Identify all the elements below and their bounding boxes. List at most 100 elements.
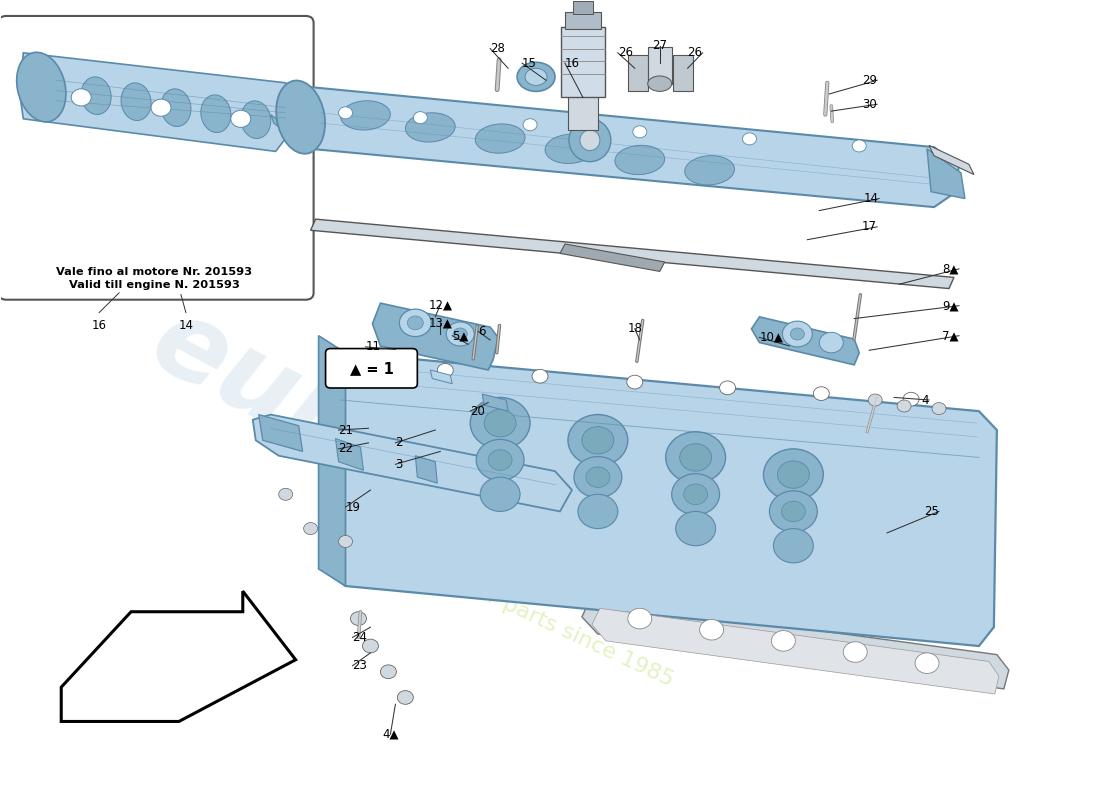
Circle shape <box>778 461 810 488</box>
Circle shape <box>488 450 513 470</box>
Text: 5▲: 5▲ <box>452 330 469 342</box>
Text: 11: 11 <box>365 340 381 354</box>
Circle shape <box>586 467 609 487</box>
Text: 27: 27 <box>652 39 668 53</box>
Polygon shape <box>482 394 508 411</box>
Circle shape <box>304 522 318 534</box>
Circle shape <box>582 426 614 454</box>
Text: 15: 15 <box>522 57 537 70</box>
Circle shape <box>773 529 813 563</box>
Text: 2: 2 <box>395 436 403 450</box>
Polygon shape <box>628 54 648 90</box>
Circle shape <box>680 444 712 471</box>
Ellipse shape <box>341 101 390 130</box>
Circle shape <box>470 398 530 449</box>
Circle shape <box>407 316 424 330</box>
Polygon shape <box>284 87 959 207</box>
Polygon shape <box>336 438 363 470</box>
Text: ▲ = 1: ▲ = 1 <box>350 361 394 376</box>
Ellipse shape <box>475 124 525 153</box>
Polygon shape <box>673 54 693 90</box>
Text: 3: 3 <box>395 458 403 470</box>
Circle shape <box>363 639 378 653</box>
Polygon shape <box>927 149 965 198</box>
Text: 24: 24 <box>352 631 367 644</box>
Polygon shape <box>20 53 296 151</box>
Polygon shape <box>560 244 664 271</box>
Circle shape <box>782 321 812 347</box>
Circle shape <box>453 328 468 340</box>
Polygon shape <box>373 303 498 370</box>
Polygon shape <box>416 456 438 483</box>
Circle shape <box>903 392 920 406</box>
Text: 23: 23 <box>352 659 367 672</box>
Circle shape <box>844 642 867 662</box>
Circle shape <box>684 484 707 505</box>
Text: 20: 20 <box>470 405 485 418</box>
Text: 21: 21 <box>339 423 353 437</box>
Text: 26: 26 <box>688 46 703 59</box>
Text: euroParts: euroParts <box>133 286 707 659</box>
Polygon shape <box>568 96 598 130</box>
Ellipse shape <box>81 77 111 114</box>
Circle shape <box>627 375 642 389</box>
Text: 13▲: 13▲ <box>428 316 452 330</box>
Circle shape <box>672 474 719 515</box>
Circle shape <box>278 488 293 500</box>
Circle shape <box>351 612 366 626</box>
Circle shape <box>574 457 622 498</box>
Text: 22: 22 <box>339 442 353 455</box>
Text: 4: 4 <box>922 394 930 406</box>
Text: 25: 25 <box>924 505 939 518</box>
Polygon shape <box>592 608 999 694</box>
Text: 16: 16 <box>565 57 580 70</box>
Circle shape <box>397 690 414 704</box>
Circle shape <box>231 110 251 127</box>
Circle shape <box>438 363 453 377</box>
Circle shape <box>447 322 474 346</box>
Ellipse shape <box>546 134 595 163</box>
Circle shape <box>771 630 795 651</box>
Ellipse shape <box>517 62 556 91</box>
Circle shape <box>399 309 431 337</box>
Polygon shape <box>258 414 303 451</box>
Ellipse shape <box>525 68 547 86</box>
Circle shape <box>414 112 427 124</box>
Text: 17: 17 <box>862 220 877 234</box>
Text: 6: 6 <box>478 325 486 338</box>
Polygon shape <box>319 353 997 646</box>
Text: 7▲: 7▲ <box>943 330 959 342</box>
Polygon shape <box>430 370 452 384</box>
Circle shape <box>852 140 866 152</box>
Circle shape <box>742 133 757 145</box>
Circle shape <box>675 511 716 546</box>
Circle shape <box>769 491 817 532</box>
Text: 19: 19 <box>345 501 361 514</box>
Polygon shape <box>573 2 593 14</box>
Text: 4▲: 4▲ <box>382 728 398 741</box>
Circle shape <box>476 439 524 481</box>
Text: 12▲: 12▲ <box>428 298 452 311</box>
Text: a passion for parts since 1985: a passion for parts since 1985 <box>363 530 676 690</box>
Circle shape <box>381 665 396 678</box>
FancyBboxPatch shape <box>326 349 417 388</box>
Circle shape <box>484 410 516 437</box>
Circle shape <box>632 126 647 138</box>
Polygon shape <box>930 146 974 174</box>
Circle shape <box>898 400 911 412</box>
Circle shape <box>915 653 939 674</box>
Circle shape <box>363 359 378 373</box>
Circle shape <box>151 99 170 116</box>
Polygon shape <box>648 47 672 84</box>
Ellipse shape <box>615 146 664 174</box>
Text: 14: 14 <box>865 192 879 205</box>
Ellipse shape <box>569 119 611 162</box>
Ellipse shape <box>684 156 735 185</box>
Text: 8▲: 8▲ <box>943 262 959 275</box>
Text: 29: 29 <box>862 74 877 86</box>
Circle shape <box>868 394 882 406</box>
Circle shape <box>568 414 628 466</box>
Circle shape <box>700 619 724 640</box>
Polygon shape <box>561 27 605 98</box>
Circle shape <box>481 477 520 511</box>
